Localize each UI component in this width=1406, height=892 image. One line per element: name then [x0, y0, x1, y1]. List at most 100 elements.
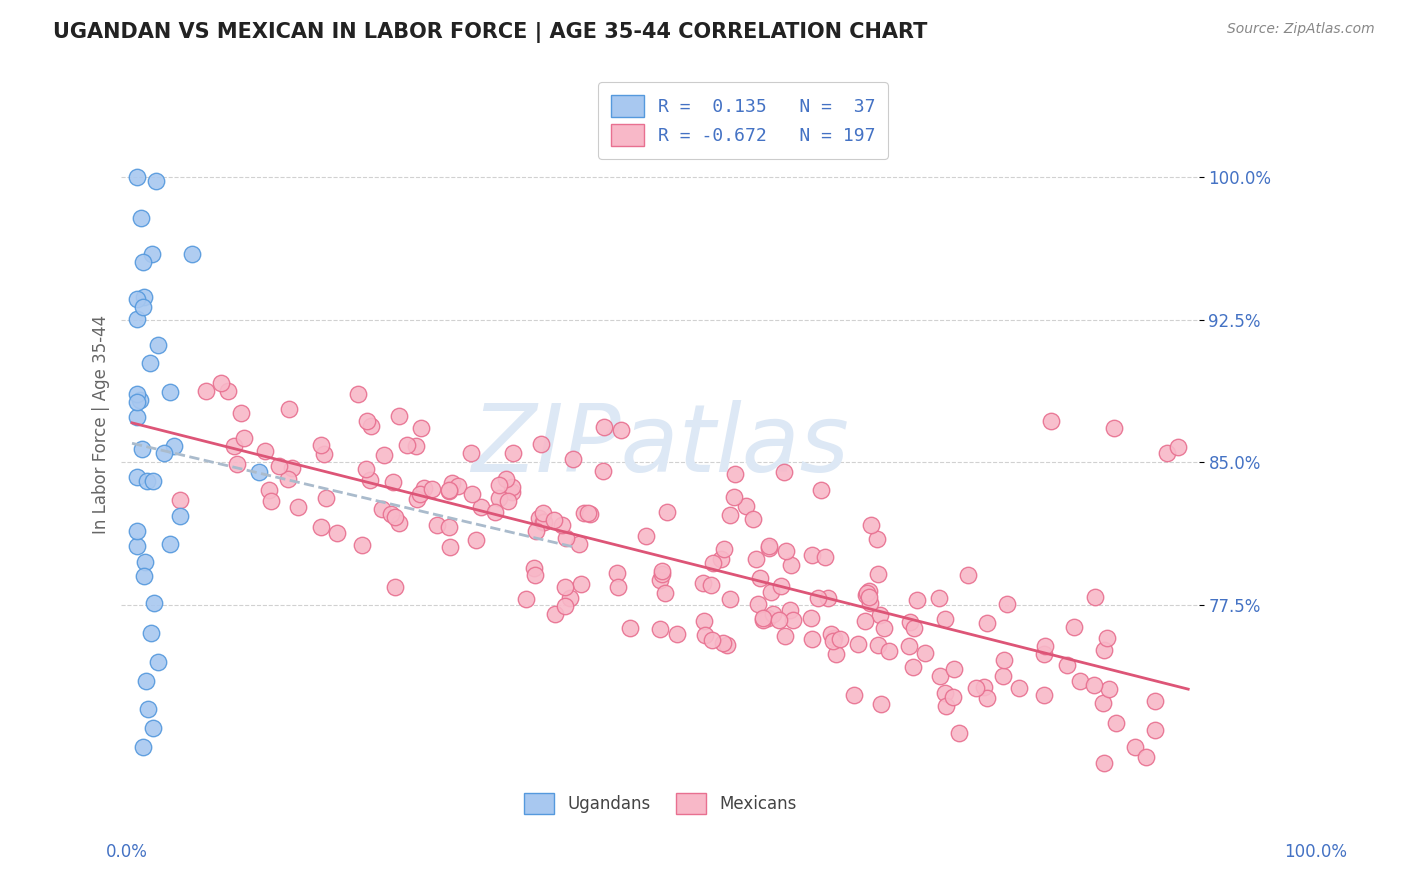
Point	[976, 691, 998, 706]
Point	[866, 638, 889, 652]
Point	[1098, 681, 1121, 696]
Point	[396, 438, 419, 452]
Point	[309, 438, 332, 452]
Point	[657, 505, 679, 519]
Point	[823, 631, 845, 645]
Point	[384, 510, 406, 524]
Point	[350, 537, 373, 551]
Point	[853, 614, 876, 628]
Point	[460, 446, 482, 460]
Point	[181, 246, 204, 260]
Point	[773, 629, 796, 643]
Point	[127, 524, 149, 538]
Point	[1105, 715, 1128, 730]
Point	[527, 511, 550, 525]
Point	[280, 461, 302, 475]
Point	[561, 451, 583, 466]
Point	[650, 622, 672, 636]
Point	[724, 467, 747, 481]
Point	[957, 567, 980, 582]
Point	[127, 292, 149, 306]
Point	[132, 300, 155, 314]
Point	[524, 524, 547, 538]
Point	[901, 660, 924, 674]
Point	[576, 506, 599, 520]
Point	[159, 384, 181, 399]
Text: UGANDAN VS MEXICAN IN LABOR FORCE | AGE 35-44 CORRELATION CHART: UGANDAN VS MEXICAN IN LABOR FORCE | AGE …	[53, 22, 928, 44]
Point	[411, 421, 433, 435]
Point	[592, 464, 614, 478]
Point	[943, 662, 966, 676]
Point	[135, 474, 157, 488]
Point	[388, 409, 411, 423]
Point	[741, 512, 763, 526]
Point	[814, 549, 837, 564]
Point	[973, 680, 995, 694]
Point	[247, 465, 270, 479]
Point	[801, 632, 824, 646]
Point	[515, 591, 537, 606]
Point	[900, 615, 922, 629]
Point	[934, 686, 956, 700]
Point	[976, 616, 998, 631]
Point	[569, 577, 592, 591]
Point	[905, 593, 928, 607]
Point	[277, 472, 299, 486]
Point	[928, 591, 950, 605]
Point	[152, 446, 174, 460]
Point	[380, 507, 402, 521]
Point	[991, 669, 1014, 683]
Point	[619, 622, 641, 636]
Point	[772, 465, 794, 479]
Point	[127, 539, 149, 553]
Point	[1084, 591, 1107, 605]
Point	[768, 613, 790, 627]
Point	[132, 569, 155, 583]
Point	[693, 628, 716, 642]
Point	[134, 555, 156, 569]
Point	[810, 483, 832, 498]
Point	[533, 515, 555, 529]
Point	[524, 567, 547, 582]
Point	[699, 578, 721, 592]
Point	[209, 376, 232, 391]
Point	[464, 533, 486, 548]
Point	[131, 740, 153, 755]
Point	[484, 505, 506, 519]
Point	[1092, 696, 1115, 710]
Point	[914, 646, 936, 660]
Point	[572, 506, 595, 520]
Point	[693, 614, 716, 628]
Point	[406, 491, 429, 506]
Point	[163, 440, 186, 454]
Point	[1039, 414, 1062, 428]
Point	[866, 566, 889, 581]
Point	[779, 602, 801, 616]
Point	[356, 414, 378, 428]
Point	[128, 392, 150, 407]
Point	[554, 580, 576, 594]
Point	[217, 384, 239, 398]
Point	[942, 690, 965, 705]
Point	[488, 491, 510, 506]
Point	[634, 529, 657, 543]
Point	[277, 401, 299, 416]
Point	[437, 483, 460, 497]
Point	[134, 290, 156, 304]
Point	[143, 596, 166, 610]
Point	[934, 612, 956, 626]
Point	[226, 457, 249, 471]
Point	[1008, 681, 1031, 695]
Point	[267, 458, 290, 473]
Point	[855, 588, 877, 602]
Point	[169, 493, 191, 508]
Point	[148, 655, 170, 669]
Point	[309, 520, 332, 534]
Point	[531, 506, 554, 520]
Point	[523, 561, 546, 575]
Point	[132, 254, 155, 268]
Point	[139, 626, 162, 640]
Point	[711, 636, 734, 650]
Point	[441, 476, 464, 491]
Point	[846, 637, 869, 651]
